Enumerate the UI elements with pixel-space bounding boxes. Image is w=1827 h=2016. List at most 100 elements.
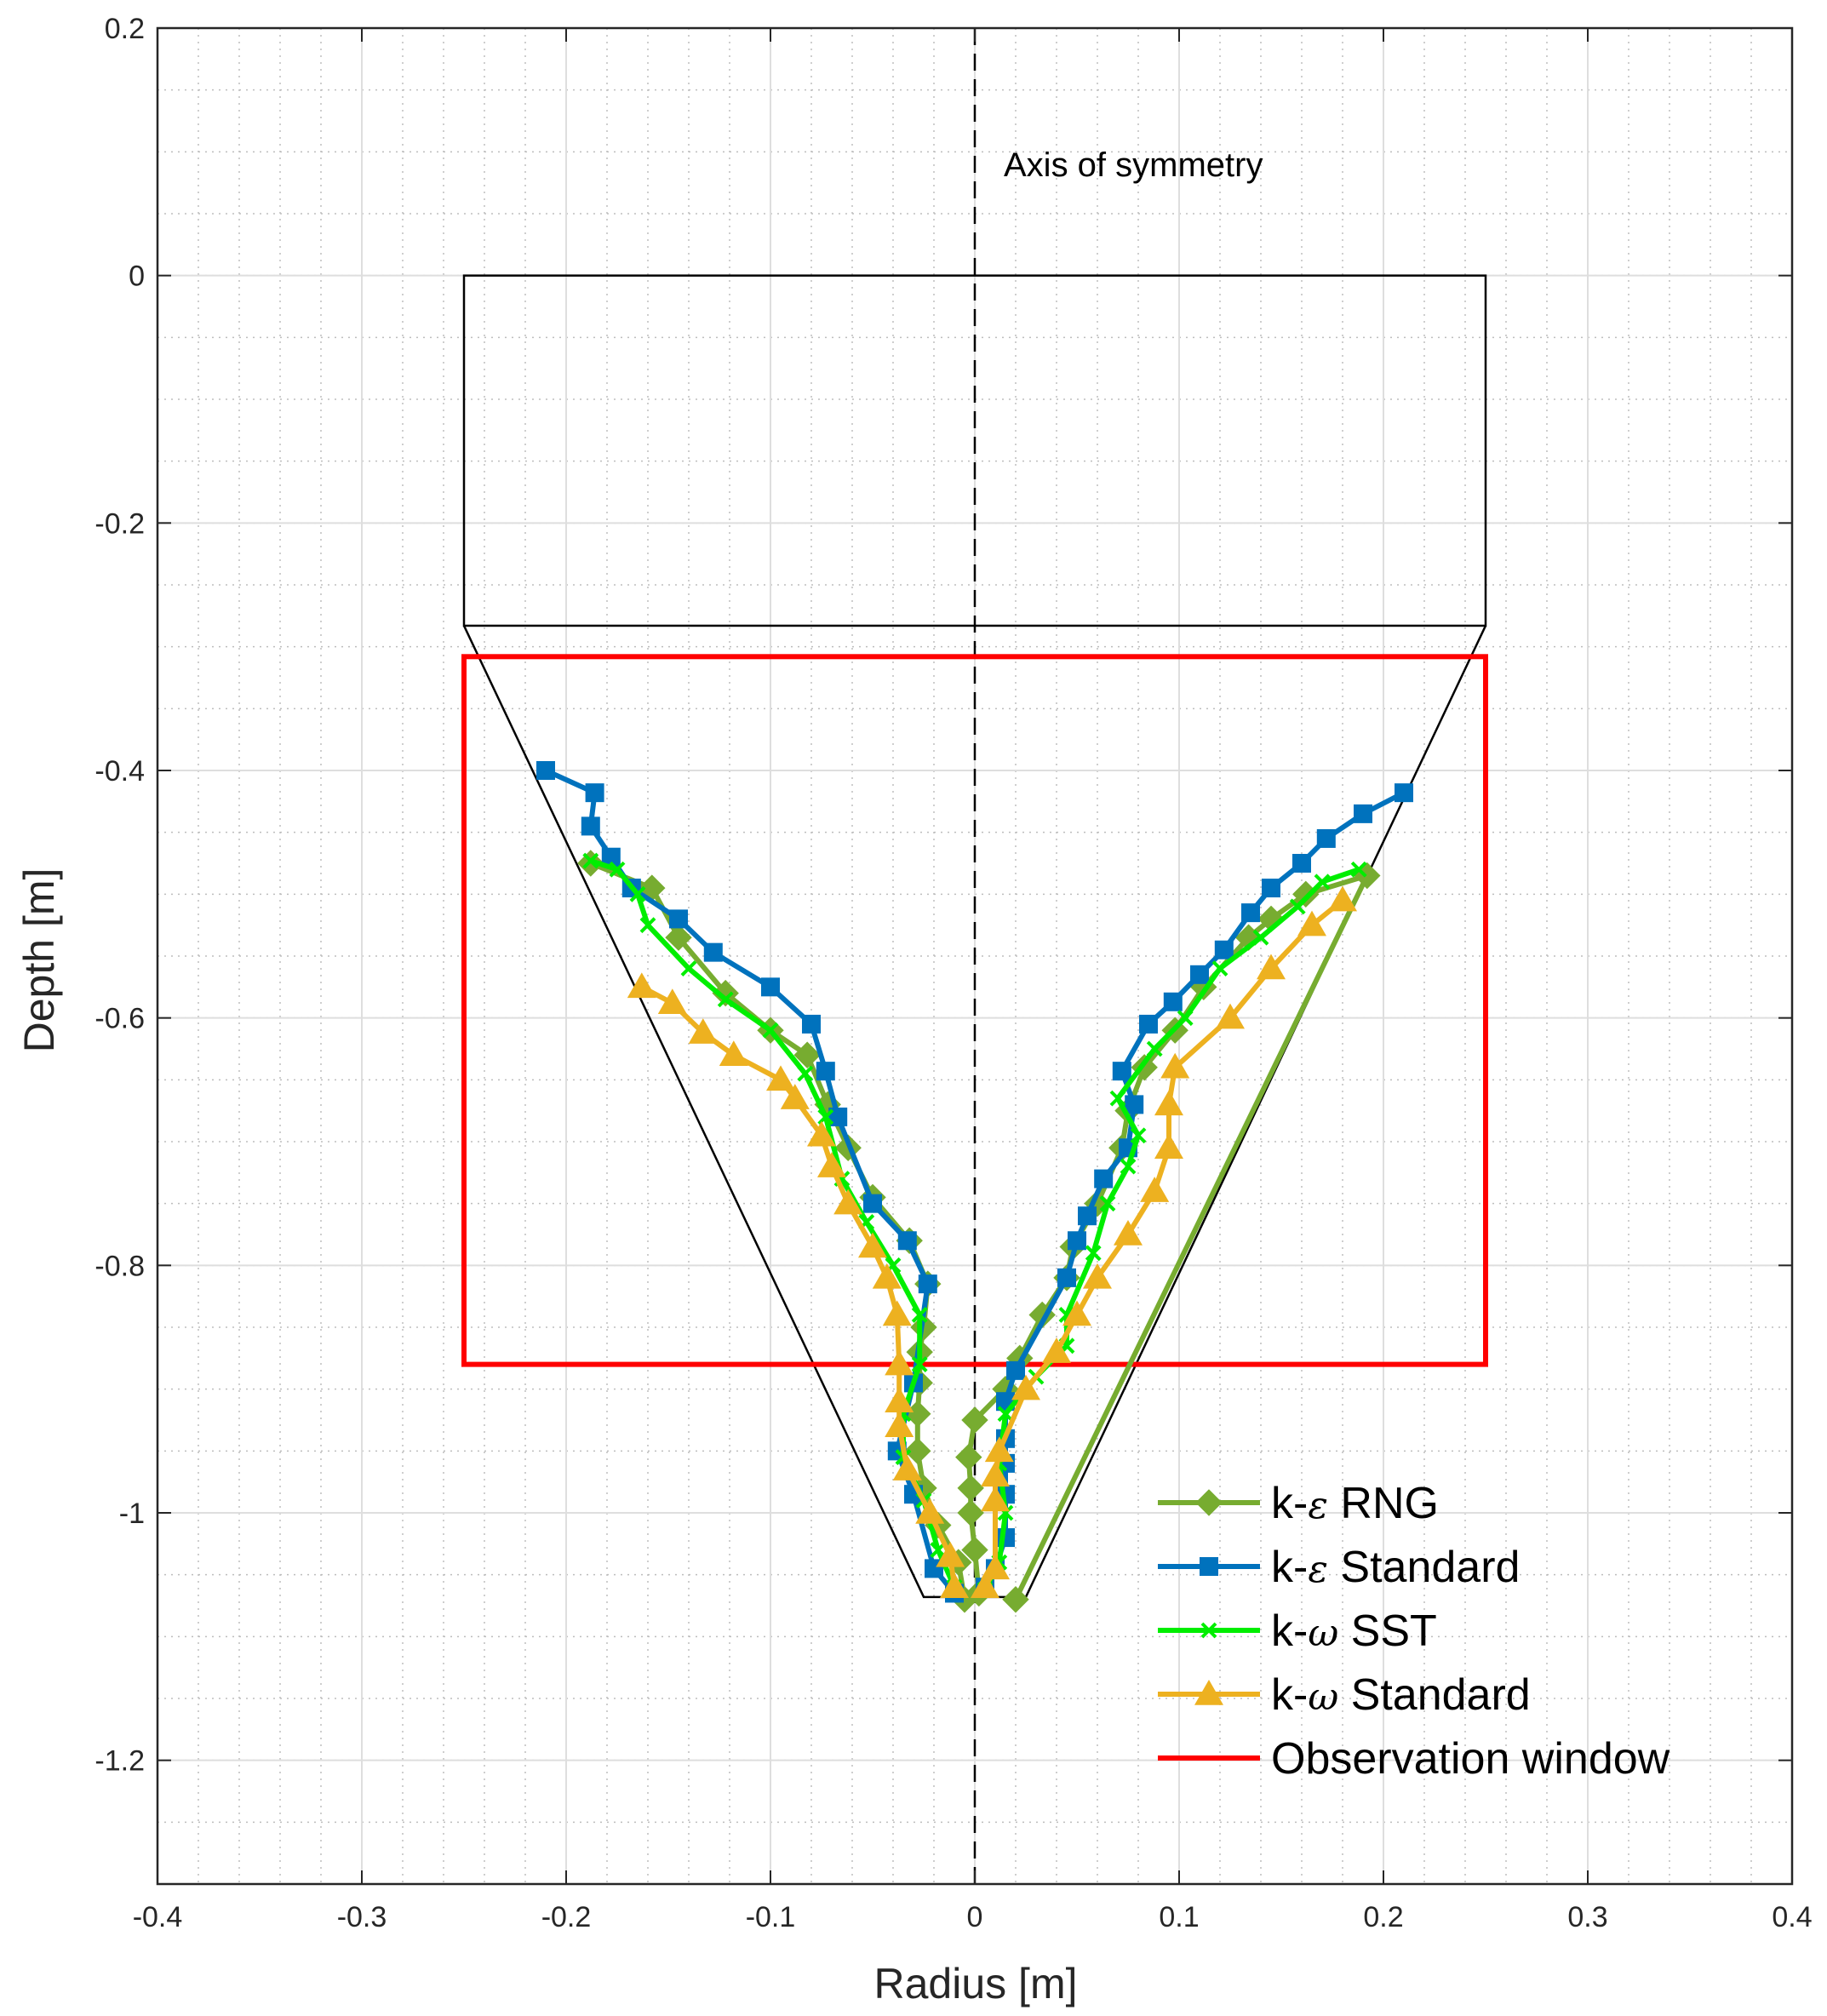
x-marker-stroke xyxy=(911,1356,928,1373)
annotation-axis-of-symmetry: Axis of symmetry xyxy=(1004,146,1263,184)
data-point-square xyxy=(703,942,723,962)
legend-item-2: k-ω SST xyxy=(1158,1606,1437,1656)
x-marker-stroke xyxy=(1085,1245,1102,1262)
data-point-triangle xyxy=(940,1572,969,1598)
data-point-square xyxy=(863,1194,882,1213)
data-point-x xyxy=(997,1406,1014,1423)
data-point-square xyxy=(1292,854,1311,873)
data-point-square xyxy=(1163,992,1183,1011)
x-marker-stroke xyxy=(1109,1090,1126,1107)
data-point-triangle xyxy=(1154,1090,1183,1116)
data-point-triangle xyxy=(833,1188,863,1215)
legend-label-symbol: ε xyxy=(1308,1484,1328,1527)
data-point-square xyxy=(536,761,555,780)
data-point-triangle xyxy=(885,1349,914,1376)
data-point-x xyxy=(817,1108,834,1125)
data-point-triangle xyxy=(1011,1374,1040,1400)
data-point-diamond xyxy=(1195,1489,1223,1516)
data-point-square xyxy=(761,977,780,997)
data-point-triangle xyxy=(885,1412,914,1438)
data-point-triangle xyxy=(1042,1337,1071,1363)
data-point-x xyxy=(609,861,626,878)
data-point-triangle xyxy=(1328,885,1357,912)
data-point-triangle xyxy=(936,1541,965,1567)
data-point-square xyxy=(601,847,621,867)
data-point-triangle xyxy=(915,1498,945,1524)
y-tick-label: -1 xyxy=(119,1498,145,1530)
data-point-square xyxy=(1190,965,1209,984)
legend-label-prefix: k- xyxy=(1271,1543,1308,1592)
data-point-x xyxy=(911,1307,928,1323)
data-point-x xyxy=(629,885,646,902)
data-point-x xyxy=(762,1022,779,1039)
data-point-x xyxy=(1146,1040,1163,1057)
data-point-x xyxy=(1177,1010,1194,1027)
data-point-x xyxy=(1314,873,1331,891)
data-point-x xyxy=(1120,1158,1137,1175)
legend-item-0: k-ε RNG xyxy=(1158,1479,1439,1528)
data-point-square xyxy=(828,1107,848,1126)
y-tick-label: 0 xyxy=(129,261,145,293)
data-point-triangle xyxy=(817,1152,846,1177)
data-point-square xyxy=(1125,1095,1144,1114)
data-point-square xyxy=(1395,783,1413,803)
data-point-diamond xyxy=(793,1041,821,1068)
legend-label-prefix: k- xyxy=(1271,1670,1308,1720)
data-point-triangle xyxy=(1160,1052,1190,1079)
data-point-triangle xyxy=(882,1300,912,1326)
x-marker-stroke xyxy=(1211,960,1228,976)
x-marker-stroke xyxy=(717,991,734,1008)
x-marker-stroke xyxy=(1146,1040,1163,1057)
data-point-diamond xyxy=(957,1499,984,1526)
data-point-triangle xyxy=(885,1387,914,1412)
data-point-square xyxy=(816,1062,835,1081)
observation-window xyxy=(461,654,1488,1367)
x-tick-label: 0.1 xyxy=(1159,1901,1199,1933)
x-tick-label: -0.2 xyxy=(541,1901,592,1933)
axes xyxy=(156,26,1794,1886)
data-point-square xyxy=(1200,1557,1218,1576)
data-point-x xyxy=(1200,1622,1217,1639)
data-point-diamond xyxy=(904,1437,931,1465)
x-tick-label: 0.4 xyxy=(1772,1901,1812,1933)
series-1 xyxy=(536,761,1413,1603)
data-point-x xyxy=(1130,1127,1147,1144)
data-point-triangle xyxy=(981,1486,1010,1512)
x-marker-stroke xyxy=(762,1022,779,1039)
data-point-triangle xyxy=(627,972,656,999)
x-tick-label: 0.3 xyxy=(1567,1901,1607,1933)
legend-label: k-ω SST xyxy=(1271,1606,1437,1656)
data-point-square xyxy=(918,1274,937,1294)
series-group xyxy=(536,761,1413,1613)
data-point-x xyxy=(1252,929,1269,946)
legend-label-symbol: ω xyxy=(1308,1612,1338,1655)
data-point-triangle xyxy=(1114,1220,1143,1246)
data-point-x xyxy=(1289,898,1306,915)
data-point-triangle xyxy=(872,1263,902,1289)
legend-label-suffix: Standard xyxy=(1328,1543,1521,1592)
x-tick-label: -0.4 xyxy=(133,1901,183,1933)
data-point-square xyxy=(1262,879,1280,898)
x-tick-label: 0 xyxy=(967,1901,983,1933)
data-point-x xyxy=(1099,1195,1116,1212)
x-marker-stroke xyxy=(997,1504,1014,1521)
data-point-triangle xyxy=(1194,1680,1223,1705)
x-marker-stroke xyxy=(639,917,656,934)
data-point-x xyxy=(717,991,734,1008)
data-point-x xyxy=(797,1065,814,1082)
data-point-triangle xyxy=(984,1436,1014,1463)
data-point-square xyxy=(897,1231,917,1251)
data-point-square xyxy=(1354,804,1372,823)
data-point-diamond xyxy=(665,924,692,951)
data-point-triangle xyxy=(688,1018,718,1044)
data-point-triangle xyxy=(981,1554,1010,1580)
x-marker-stroke xyxy=(680,960,697,976)
data-point-triangle xyxy=(858,1232,887,1258)
legend-label: k-ε Standard xyxy=(1271,1543,1520,1592)
x-marker-stroke xyxy=(582,852,599,869)
legend-label-symbol: ε xyxy=(1308,1548,1328,1591)
x-marker-stroke xyxy=(1177,1010,1194,1027)
data-point-triangle xyxy=(1216,1003,1245,1029)
data-point-triangle xyxy=(657,988,687,1014)
data-point-triangle xyxy=(1297,910,1326,936)
